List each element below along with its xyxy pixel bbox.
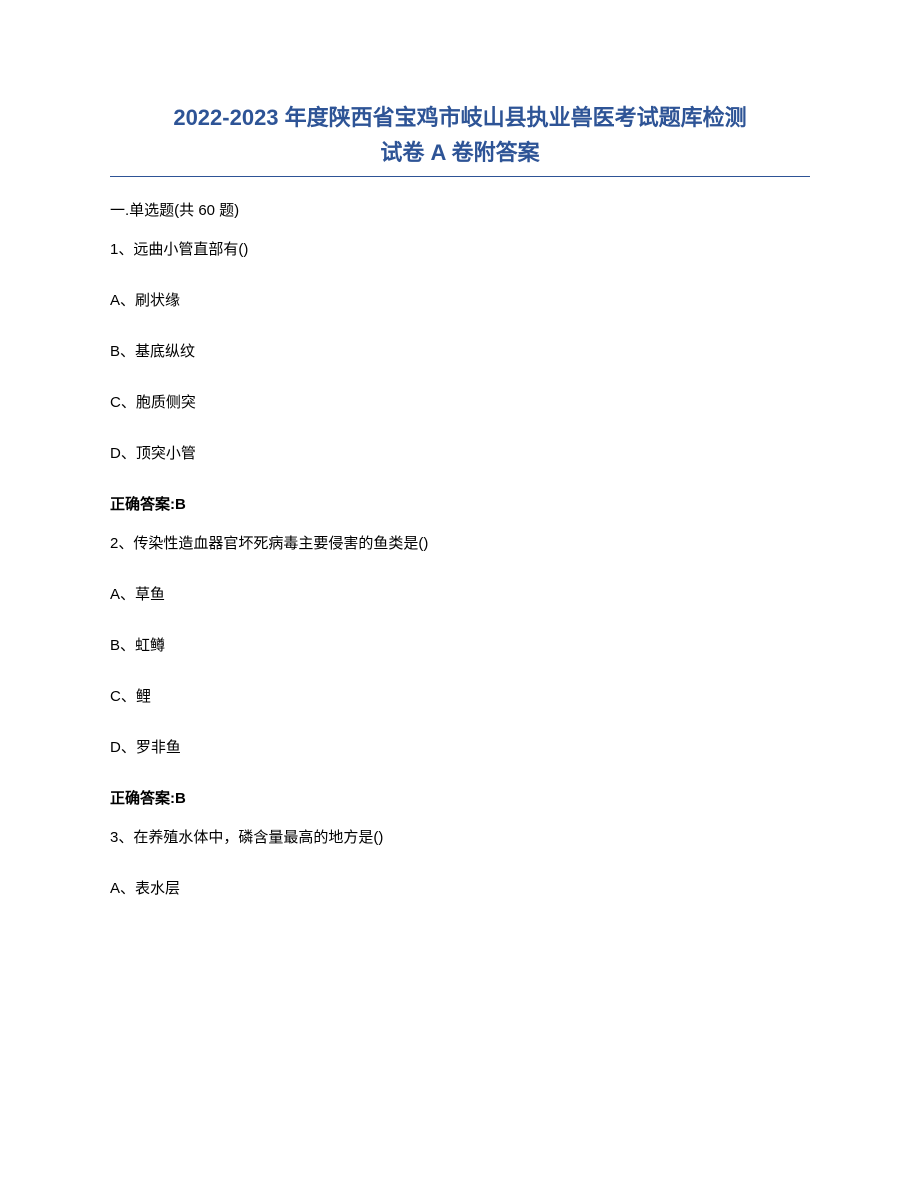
document-title: 2022-2023 年度陕西省宝鸡市岐山县执业兽医考试题库检测 试卷 A 卷附答… — [110, 100, 810, 170]
option-a: A、刷状缘 — [110, 289, 810, 310]
option-d: D、顶突小管 — [110, 442, 810, 463]
option-d: D、罗非鱼 — [110, 736, 810, 757]
title-line-1: 2022-2023 年度陕西省宝鸡市岐山县执业兽医考试题库检测 — [110, 100, 810, 135]
question-2: 2、传染性造血器官坏死病毒主要侵害的鱼类是() A、草鱼 B、虹鳟 C、鲤 D、… — [110, 532, 810, 808]
option-b: B、虹鳟 — [110, 634, 810, 655]
answer: 正确答案:B — [110, 493, 810, 514]
option-a: A、表水层 — [110, 877, 810, 898]
question-stem: 2、传染性造血器官坏死病毒主要侵害的鱼类是() — [110, 532, 810, 553]
question-stem: 1、远曲小管直部有() — [110, 238, 810, 259]
answer: 正确答案:B — [110, 787, 810, 808]
option-b: B、基底纵纹 — [110, 340, 810, 361]
title-divider — [110, 176, 810, 177]
option-c: C、胞质侧突 — [110, 391, 810, 412]
question-1: 1、远曲小管直部有() A、刷状缘 B、基底纵纹 C、胞质侧突 D、顶突小管 正… — [110, 238, 810, 514]
option-c: C、鲤 — [110, 685, 810, 706]
question-3: 3、在养殖水体中，磷含量最高的地方是() A、表水层 — [110, 826, 810, 898]
title-line-2: 试卷 A 卷附答案 — [110, 135, 810, 170]
option-a: A、草鱼 — [110, 583, 810, 604]
section-header: 一.单选题(共 60 题) — [110, 199, 810, 220]
question-stem: 3、在养殖水体中，磷含量最高的地方是() — [110, 826, 810, 847]
